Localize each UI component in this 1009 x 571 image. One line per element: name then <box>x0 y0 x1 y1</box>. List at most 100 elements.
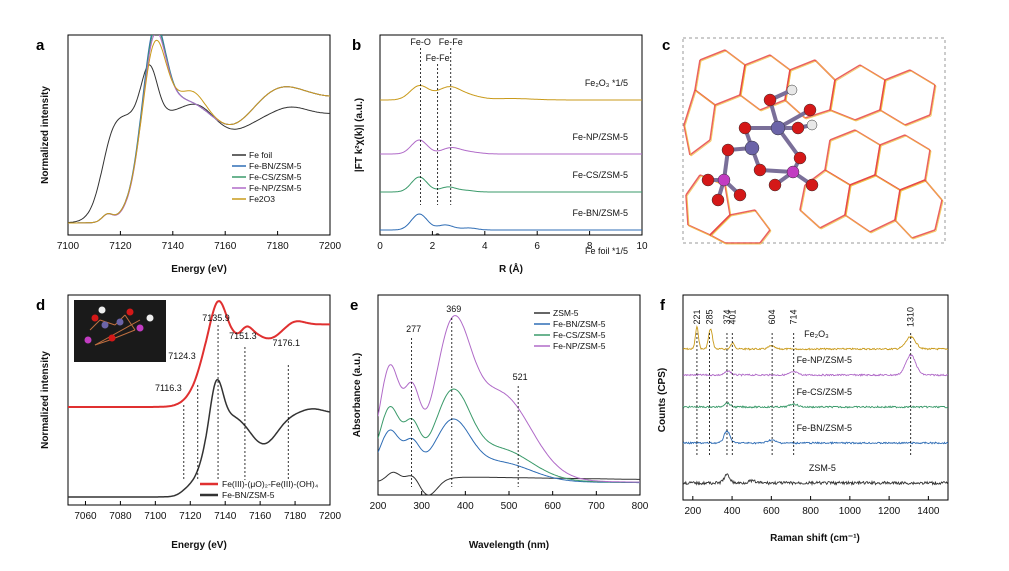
x-tick-label-b: 10 <box>636 241 648 252</box>
y-axis-label-d: Normalized intensity <box>40 351 51 449</box>
inset-bond <box>94 319 141 346</box>
panel-b: 0 2 4 6 8 10 R (Å) |FT k²χ(k)| (a.u.) Fe₂O₃ *… <box>354 34 648 275</box>
atom-o <box>711 193 725 207</box>
legend-label-e: ZSM-5 <box>553 308 579 318</box>
framework-bond <box>875 145 882 177</box>
y-axis-label-b: |FT k²χ(k)| (a.u.) <box>354 98 365 172</box>
atom-o <box>805 178 819 192</box>
framework-bond <box>911 229 936 239</box>
atom-o <box>721 143 735 157</box>
framework-bond <box>829 109 856 121</box>
framework-bond <box>830 110 857 122</box>
framework-bond <box>730 210 757 217</box>
x-tick-label-f: 1400 <box>917 506 940 517</box>
series-line-d-fe-iii-o-fe-iii-oh <box>68 300 330 408</box>
peak-label-f: 285 <box>705 309 715 324</box>
inset-bond <box>124 314 136 331</box>
framework-bond <box>929 84 936 116</box>
peak-label-e: 369 <box>446 304 461 314</box>
x-tick-label-f: 600 <box>763 506 780 517</box>
panel-label-a: a <box>36 37 45 54</box>
x-tick-label-b: 4 <box>482 241 488 252</box>
x-tick-label-d: 7100 <box>144 511 167 522</box>
framework-bond <box>760 230 772 245</box>
series-line-a-fe2o3 <box>68 39 330 224</box>
framework-bond <box>789 59 816 71</box>
series-label-b: Fe₂O₃ *1/5 <box>585 78 628 88</box>
peak-label-d: 7124.3 <box>168 351 196 361</box>
framework-bond <box>894 189 901 221</box>
peak-label-d: 7176.1 <box>272 338 300 348</box>
framework-bond <box>805 110 832 120</box>
peak-label-d: 7116.3 <box>155 383 182 393</box>
series-line-b-fe-np-zsm-5 <box>380 139 642 155</box>
x-axis-label-b: R (Å) <box>499 262 523 275</box>
framework-bond <box>830 130 857 142</box>
framework-bond <box>684 90 697 127</box>
series-line-e-zsm-5 <box>378 471 640 495</box>
atom-o <box>738 121 752 135</box>
framework-bond <box>912 230 937 240</box>
framework-bond <box>855 130 882 147</box>
framework-bond <box>686 175 702 197</box>
plot-frame-d <box>67 294 331 506</box>
x-axis-label-f: Raman shift (cm⁻¹) <box>770 533 860 544</box>
peak-label-e: 277 <box>406 324 421 334</box>
series-line-a-fe-np-zsm-5 <box>68 35 330 224</box>
framework-bond <box>695 60 702 92</box>
framework-bond <box>785 70 792 102</box>
series-line-f-zsm-5 <box>683 473 948 486</box>
legend-label-e: Fe-BN/ZSM-5 <box>553 319 606 329</box>
framework-bond <box>829 129 856 141</box>
series-line-b-fe-o-1-5 <box>380 85 642 101</box>
framework-bond <box>819 214 846 229</box>
framework-bond <box>875 175 902 192</box>
framework-bond <box>744 54 771 66</box>
legend-label-e: Fe-NP/ZSM-5 <box>553 341 606 351</box>
x-tick-label-e: 600 <box>544 501 561 512</box>
framework-bond <box>899 179 926 191</box>
atom-h <box>806 119 818 131</box>
framework-bond <box>855 110 882 122</box>
legend-label-a: Fe-BN/ZSM-5 <box>249 161 302 171</box>
framework-bond <box>755 210 772 232</box>
atom-fe <box>744 140 760 156</box>
series-line-a-fe-cs-zsm-5 <box>68 35 330 224</box>
framework-bond <box>725 185 732 217</box>
framework-bond <box>689 139 711 156</box>
x-tick-label-b: 8 <box>587 241 593 252</box>
framework-bond <box>770 55 792 72</box>
framework-bond <box>879 134 906 146</box>
x-tick-label-e: 700 <box>588 501 605 512</box>
framework-bond <box>895 220 914 240</box>
inset-atom <box>84 336 92 344</box>
framework-bond <box>925 150 932 182</box>
framework-bond <box>710 215 732 237</box>
framework-bond <box>740 65 747 97</box>
series-line-d-fe-bn-zsm-5 <box>68 378 330 498</box>
x-tick-label-b: 2 <box>430 241 436 252</box>
framework-bond <box>784 69 791 101</box>
framework-bond <box>824 139 831 171</box>
framework-bond <box>700 50 727 62</box>
atom-o <box>793 151 807 165</box>
framework-bond <box>925 180 944 202</box>
plot-frame-f <box>682 294 949 501</box>
framework-bond <box>724 184 731 216</box>
framework-bond <box>834 64 861 81</box>
framework-bond <box>825 170 852 187</box>
framework-bond <box>860 65 887 82</box>
series-line-a-fe-foil <box>68 64 330 224</box>
framework-bond <box>800 210 822 230</box>
peak-label-f: 221 <box>692 309 702 324</box>
peak-label-b: Fe-O <box>410 37 431 47</box>
framework-bond <box>790 60 817 72</box>
atom-si <box>786 165 800 179</box>
framework-bond <box>710 235 727 245</box>
y-axis-label-f: Counts (CPS) <box>657 368 668 432</box>
framework-bond <box>869 219 896 233</box>
framework-bond <box>804 109 831 119</box>
framework-bond <box>820 215 847 230</box>
peak-label-b: Fe-Fe <box>439 37 463 47</box>
framework-bond <box>849 174 876 186</box>
